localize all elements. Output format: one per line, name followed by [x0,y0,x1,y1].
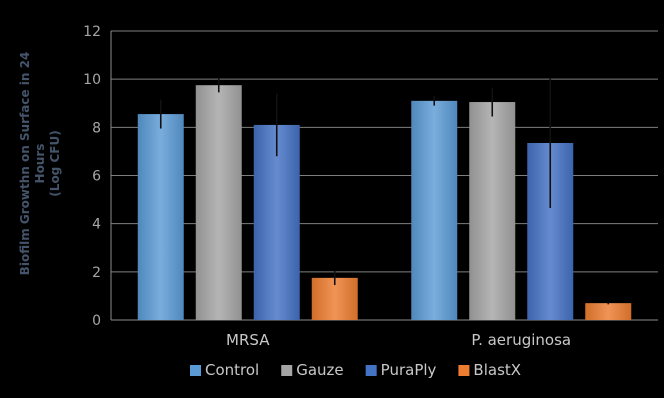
bar-gauze-p-aeruginosa [469,102,516,320]
legend-label: Control [205,361,259,379]
y-tick-label: 2 [92,265,101,281]
y-tick-label: 0 [92,313,101,329]
legend-swatch [365,365,377,376]
y-axis-label-line: Biofilm Growthn on Surface in 24 [18,52,32,276]
x-category-label: P. aeruginosa [471,331,571,349]
legend-swatch [281,365,293,376]
legend-item-gauze: Gauze [281,361,344,379]
y-tick-label: 12 [83,24,101,40]
y-tick-label: 8 [92,120,101,136]
legend-item-puraply: PuraPly [365,361,437,379]
legend-label: PuraPly [381,361,437,379]
y-tick-label: 4 [92,217,101,233]
legend-label: BlastX [473,361,521,379]
legend-item-control: Control [190,361,259,379]
legend-item-blastx: BlastX [458,361,521,379]
bar-control-mrsa [137,114,184,321]
y-axis-label-line: Hours [33,144,47,184]
x-category-label: MRSA [226,331,270,349]
y-tick-label: 6 [92,169,101,185]
bar-puraply-mrsa [253,124,300,320]
bar-control-p-aeruginosa [411,100,458,320]
y-axis-label: Biofilm Growthn on Surface in 24 Hours (Lo… [18,52,62,276]
y-axis-title: Biofilm Growthn on Surface in 24 Hours (Lo… [18,52,62,276]
legend-label: Gauze [296,361,343,379]
y-tick-labels: 0 2 4 6 8 10 12 [83,24,101,329]
legend-swatch [458,365,470,376]
bars [137,85,632,321]
y-axis-label-line: (Log CFU) [48,130,62,196]
bar-blastx-p-aeruginosa [585,303,632,320]
bar-gauze-mrsa [195,85,242,320]
legend-swatch [190,365,201,376]
gridlines [111,30,658,273]
y-tick-label: 10 [83,72,101,88]
error-bars [159,77,610,305]
x-category-labels: MRSA P. aeruginosa [226,331,571,349]
legend: Control Gauze PuraPly BlastX [190,361,521,379]
